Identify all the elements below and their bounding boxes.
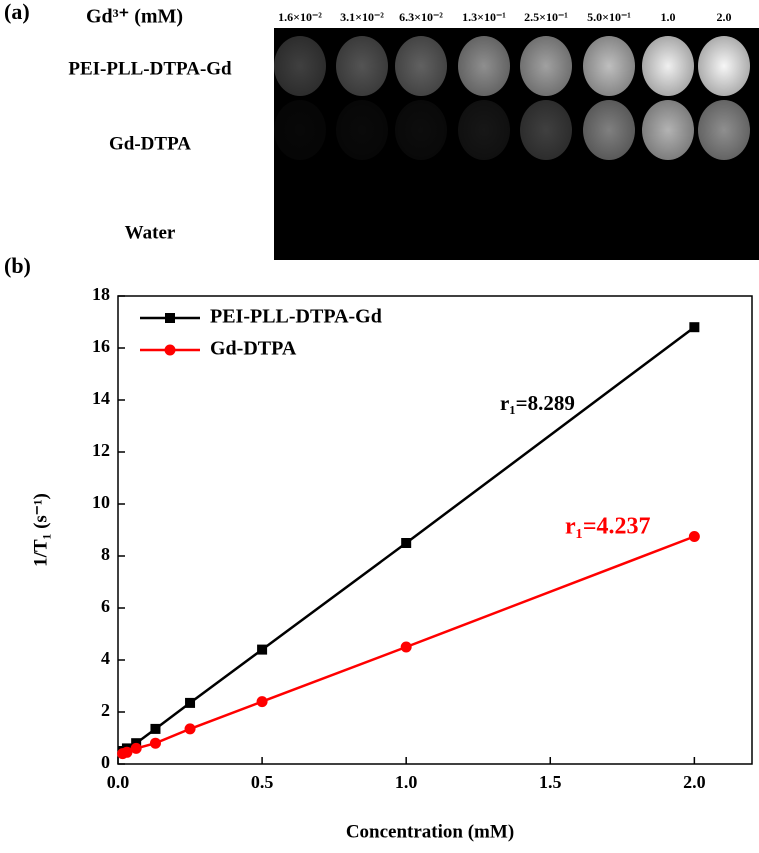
x-tick-label: 2.0 [683,772,706,792]
y-tick-label: 6 [101,596,110,616]
phantom [698,100,750,160]
y-axis-label: 1/T₁ (s⁻¹) [30,493,51,567]
concentration-label: 6.3×10⁻² [399,10,443,24]
y-tick-label: 14 [92,388,110,408]
phantom [336,100,388,160]
marker [256,696,268,708]
phantom [642,36,694,96]
phantom [395,36,447,96]
phantom [520,36,572,96]
legend-label: Gd-DTPA [210,338,297,360]
phantom [274,36,326,96]
y-tick-label: 16 [92,336,110,356]
row-label: Gd-DTPA [109,133,191,154]
annotation: r₁=8.289 [500,391,575,415]
y-tick-label: 0 [101,752,110,772]
row-label: Water [125,222,176,243]
phantom [274,100,326,160]
marker [149,737,161,749]
concentration-label: 2.5×10⁻¹ [524,10,568,24]
plot-frame [117,295,753,765]
y-tick-label: 10 [92,492,110,512]
concentration-label: 1.6×10⁻² [278,10,322,24]
marker [688,531,700,542]
mri-phantoms [274,36,750,160]
concentration-label: 2.0 [717,10,732,24]
phantom [395,100,447,160]
phantom [583,100,635,160]
marker [185,697,196,708]
phantom [642,100,694,160]
panel-label: (b) [4,253,31,278]
row-label: PEI-PLL-DTPA-Gd [68,58,232,79]
concentration-label: 3.1×10⁻² [340,10,384,24]
phantom [458,36,510,96]
marker [184,723,196,735]
legend-label: PEI-PLL-DTPA-Gd [210,306,382,328]
x-tick-label: 0.5 [251,772,274,792]
x-tick-label: 1.0 [395,772,418,792]
phantom [583,36,635,96]
phantom [458,100,510,160]
marker [150,723,161,734]
y-tick-label: 4 [101,648,110,668]
header: Gd³⁺ (mM) [86,6,183,28]
concentration-label: 5.0×10⁻¹ [587,10,631,24]
concentration-label: 1.3×10⁻¹ [462,10,506,24]
phantom [698,36,750,96]
marker [689,322,700,333]
marker [121,746,133,758]
y-tick-label: 8 [101,544,110,564]
y-tick-label: 18 [92,284,110,304]
x-tick-label: 0.0 [107,772,130,792]
y-tick-label: 2 [101,700,110,720]
y-tick-label: 12 [92,440,110,460]
x-tick-label: 1.5 [539,772,562,792]
marker [400,641,412,653]
marker [130,742,142,754]
marker [401,538,412,548]
concentration-label: 1.0 [661,10,676,24]
phantom [520,100,572,160]
panel-label: (a) [4,0,30,24]
legend-marker [165,313,175,323]
x-axis-label: Concentration (mM) [346,821,514,842]
annotation: r₁=4.237 [565,514,651,540]
legend-marker [164,344,176,356]
marker [257,644,268,655]
phantom [336,36,388,96]
